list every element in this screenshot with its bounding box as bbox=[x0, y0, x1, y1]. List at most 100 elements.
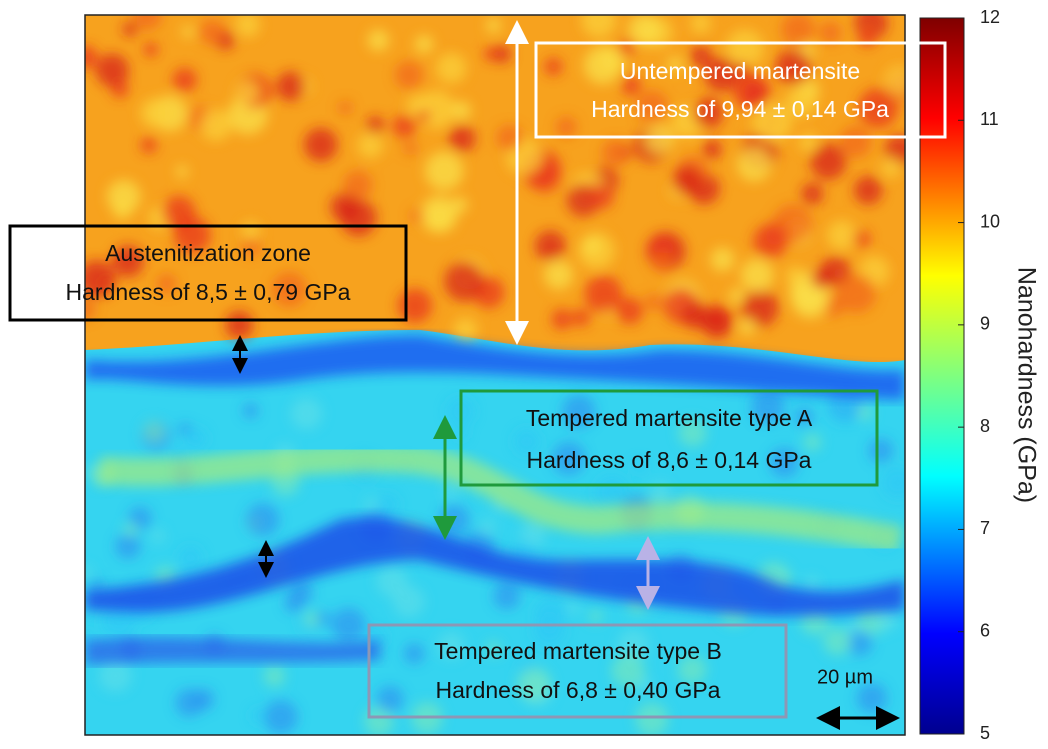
texture bbox=[644, 293, 662, 311]
texture bbox=[271, 272, 307, 307]
texture bbox=[823, 627, 851, 656]
texture bbox=[729, 288, 745, 304]
texture bbox=[172, 67, 197, 93]
texture bbox=[644, 124, 674, 154]
texture bbox=[736, 62, 751, 77]
texture bbox=[437, 631, 466, 660]
texture bbox=[420, 195, 458, 233]
texture bbox=[544, 57, 563, 76]
texture bbox=[801, 182, 824, 205]
texture bbox=[357, 132, 384, 159]
texture bbox=[85, 45, 98, 69]
texture bbox=[847, 630, 873, 656]
texture bbox=[424, 151, 464, 191]
texture bbox=[448, 125, 476, 153]
texture bbox=[156, 274, 177, 294]
texture bbox=[85, 565, 92, 579]
texture bbox=[651, 251, 672, 273]
texture bbox=[868, 438, 894, 463]
tick-label: 7 bbox=[980, 518, 990, 538]
texture bbox=[874, 607, 898, 631]
texture bbox=[376, 685, 404, 713]
texture bbox=[140, 137, 157, 154]
texture bbox=[785, 85, 818, 118]
annotation-box bbox=[367, 623, 788, 719]
tick-label: 5 bbox=[980, 723, 990, 743]
texture bbox=[633, 460, 646, 473]
texture bbox=[584, 275, 623, 313]
scale-bar-label: 20 µm bbox=[817, 666, 873, 688]
texture bbox=[881, 466, 905, 500]
texture bbox=[785, 266, 804, 285]
texture bbox=[143, 42, 159, 57]
texture bbox=[263, 699, 298, 735]
texture bbox=[534, 230, 566, 262]
texture bbox=[853, 230, 871, 248]
colorbar bbox=[919, 17, 965, 735]
texture bbox=[331, 607, 366, 643]
annotation-text: Hardness of 6,8 ± 0,40 GPa bbox=[436, 677, 721, 703]
texture bbox=[486, 641, 501, 657]
texture bbox=[376, 565, 408, 597]
texture bbox=[479, 519, 496, 536]
texture bbox=[741, 289, 779, 327]
texture bbox=[853, 176, 883, 205]
colorbar-ticks: 5 6 7 8 9 10 11 12 bbox=[958, 7, 1000, 743]
texture bbox=[276, 71, 306, 102]
texture bbox=[90, 578, 103, 591]
texture bbox=[85, 260, 116, 298]
texture bbox=[648, 482, 671, 505]
texture bbox=[414, 34, 434, 54]
texture bbox=[857, 405, 873, 421]
texture bbox=[241, 236, 262, 257]
texture bbox=[316, 611, 331, 626]
annotation-text: Hardness of 9,94 ± 0,14 GPa bbox=[591, 96, 889, 122]
texture bbox=[85, 299, 96, 320]
texture bbox=[552, 441, 586, 476]
texture bbox=[555, 116, 577, 138]
texture bbox=[185, 427, 207, 450]
texture bbox=[520, 520, 547, 547]
texture bbox=[291, 581, 314, 604]
texture bbox=[725, 29, 764, 68]
texture bbox=[176, 165, 189, 178]
texture bbox=[819, 21, 842, 44]
texture bbox=[199, 19, 225, 45]
arrows bbox=[232, 19, 900, 730]
tick-label: 8 bbox=[980, 416, 990, 436]
texture bbox=[858, 88, 899, 128]
annotation-text: Tempered martensite type A bbox=[526, 405, 813, 431]
texture bbox=[452, 101, 472, 121]
texture bbox=[678, 418, 707, 447]
texture bbox=[856, 682, 888, 714]
texture bbox=[303, 127, 338, 162]
texture bbox=[235, 80, 260, 105]
texture bbox=[364, 497, 378, 511]
texture bbox=[616, 297, 644, 324]
texture bbox=[567, 601, 581, 615]
texture bbox=[493, 582, 521, 610]
tick-label: 11 bbox=[980, 109, 999, 129]
texture bbox=[234, 15, 261, 38]
texture bbox=[343, 170, 373, 200]
texture bbox=[617, 628, 650, 661]
texture bbox=[106, 179, 141, 214]
texture bbox=[775, 49, 812, 85]
texture bbox=[417, 109, 431, 122]
texture bbox=[750, 389, 785, 424]
hardness-map bbox=[85, 15, 905, 735]
annotation-text: Austenitization zone bbox=[105, 240, 311, 266]
texture bbox=[366, 116, 385, 135]
texture bbox=[435, 52, 467, 84]
texture bbox=[752, 102, 793, 143]
tick-label: 12 bbox=[980, 7, 1000, 27]
texture bbox=[112, 245, 144, 278]
texture bbox=[111, 80, 129, 98]
texture bbox=[340, 199, 377, 237]
texture bbox=[628, 15, 660, 46]
texture bbox=[453, 317, 478, 343]
texture bbox=[98, 659, 132, 693]
tick-label: 9 bbox=[980, 314, 990, 334]
texture bbox=[392, 114, 416, 138]
texture bbox=[803, 433, 822, 451]
